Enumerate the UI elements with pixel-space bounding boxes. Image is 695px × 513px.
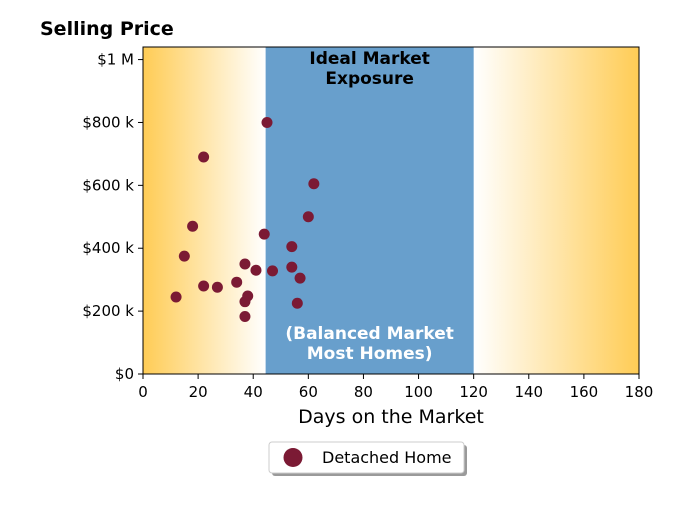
legend: Detached Home — [268, 441, 467, 476]
x-tick-label: 40 — [244, 383, 263, 401]
y-tick-label: $200 k — [82, 302, 134, 320]
data-point — [308, 178, 320, 190]
data-point — [170, 291, 182, 303]
data-point — [291, 297, 303, 309]
data-point — [187, 220, 199, 232]
data-point — [258, 228, 270, 240]
x-axis: 0 20 40 60 80 100 120 140 160 180 — [138, 374, 653, 401]
x-tick-label: 140 — [514, 383, 543, 401]
legend-marker — [283, 448, 303, 467]
data-point — [239, 258, 251, 270]
y-tick-label: $0 — [115, 365, 134, 383]
data-point — [198, 280, 210, 292]
y-tick-label: $1 M — [97, 51, 134, 69]
data-point — [286, 241, 298, 253]
x-tick-label: 180 — [625, 383, 654, 401]
data-point — [286, 261, 298, 273]
band-title-line: Exposure — [325, 69, 414, 89]
data-point — [261, 116, 273, 128]
x-tick-label: 100 — [404, 383, 433, 401]
y-tick-label: $600 k — [82, 176, 134, 194]
x-tick-label: 60 — [299, 383, 318, 401]
data-point-layer — [170, 116, 320, 322]
x-tick-label: 80 — [354, 383, 373, 401]
data-point — [294, 272, 306, 284]
band-layer — [143, 47, 639, 374]
x-axis-title: Days on the Market — [298, 406, 484, 428]
data-point — [178, 250, 190, 262]
legend-label: Detached Home — [322, 448, 452, 467]
data-point — [231, 276, 243, 288]
data-point — [239, 296, 251, 308]
y-tick-label: $800 k — [82, 113, 134, 131]
band-solid — [265, 47, 474, 374]
data-point — [250, 264, 262, 276]
data-point — [302, 211, 314, 223]
band-note-line: (Balanced Market — [285, 324, 454, 344]
data-point — [198, 151, 210, 163]
band-title-line: Ideal Market — [309, 49, 430, 69]
plot-frame — [142, 46, 640, 375]
x-tick-label: 0 — [138, 383, 148, 401]
y-tick-label: $400 k — [82, 239, 134, 257]
data-point — [211, 281, 223, 293]
x-tick-label: 20 — [189, 383, 208, 401]
band-gradient-right — [473, 47, 639, 374]
band-note-line: Most Homes) — [307, 344, 433, 364]
chart-title: Selling Price — [40, 18, 174, 40]
x-tick-label: 120 — [459, 383, 488, 401]
data-point — [239, 310, 251, 322]
x-tick-label: 160 — [570, 383, 599, 401]
y-axis: $0 $200 k $400 k $600 k $800 k $1 M — [82, 51, 143, 383]
data-point — [267, 265, 279, 277]
band-gradient-left — [143, 47, 266, 374]
